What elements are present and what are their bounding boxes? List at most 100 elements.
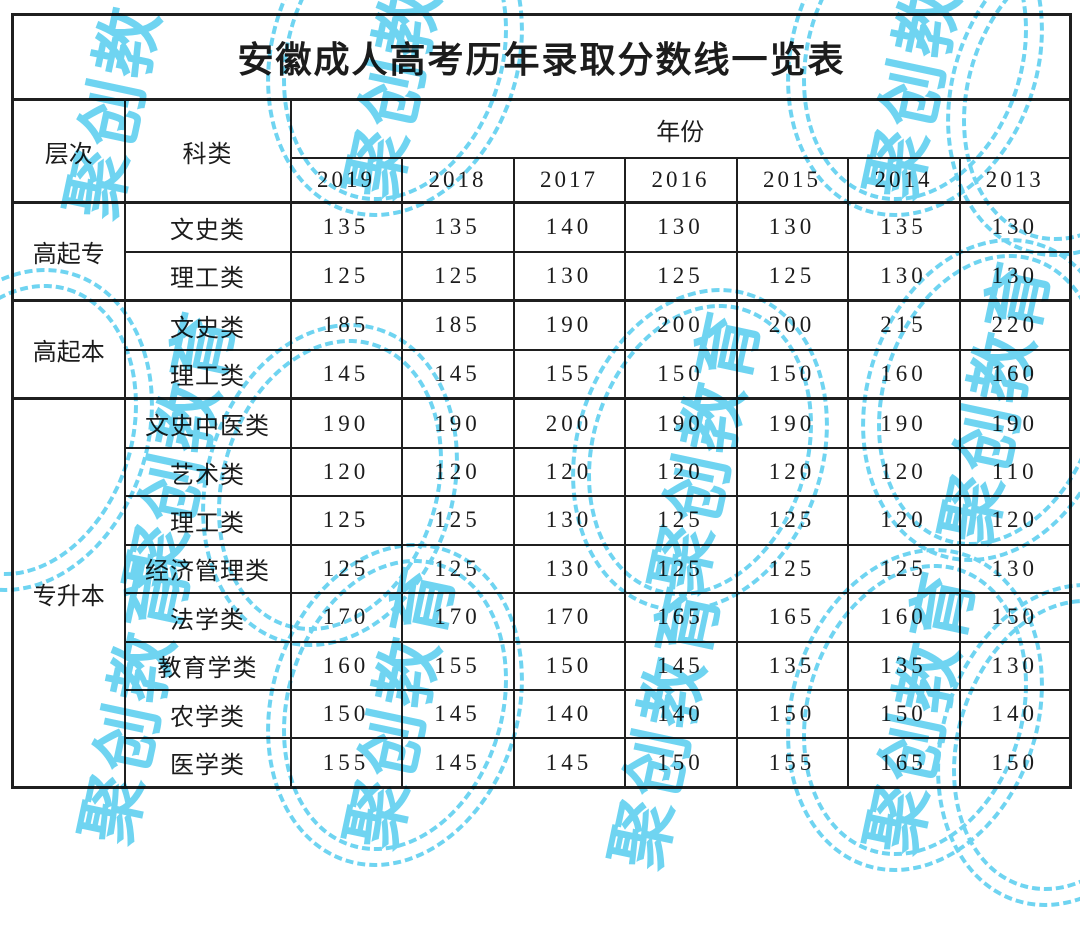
category-cell: 教育学类 <box>123 640 292 691</box>
score-cell: 190 <box>846 397 961 449</box>
score-cell: 120 <box>623 446 738 498</box>
table-row: 医学类 155 145 145 150 155 165 150 <box>13 737 1072 789</box>
score-cell: 125 <box>623 543 738 595</box>
header-level: 层次 <box>11 98 126 204</box>
score-cell: 160 <box>289 640 403 691</box>
table-row: 理工类 145 145 155 150 150 160 160 <box>13 348 1072 400</box>
table-row: 法学类 170 170 170 165 165 160 150 <box>13 592 1072 643</box>
score-cell: 125 <box>846 543 961 595</box>
score-cell: 135 <box>289 200 403 253</box>
score-cell: 155 <box>289 737 403 789</box>
score-cell: 170 <box>400 592 515 643</box>
category-cell: 艺术类 <box>123 446 292 498</box>
table-row: 高起本 文史类 185 185 190 200 200 215 220 <box>11 299 1072 400</box>
score-cell: 130 <box>512 543 626 595</box>
score-tbody: 安徽成人高考历年录取分数线一览表 层次 科类 年份 2019 2018 2017 20… <box>11 13 1072 789</box>
score-table: 安徽成人高考历年录取分数线一览表 层次 科类 年份 2019 2018 2017 20… <box>11 13 1072 789</box>
score-cell: 120 <box>958 495 1072 546</box>
score-cell: 185 <box>400 299 515 351</box>
page-title: 安徽成人高考历年录取分数线一览表 <box>11 13 1072 101</box>
category-cell: 农学类 <box>123 688 292 740</box>
year-header-row: 2019 2018 2017 2016 2015 2014 2013 <box>13 157 1072 204</box>
score-cell: 130 <box>846 250 961 302</box>
title-row: 安徽成人高考历年录取分数线一览表 <box>11 13 1072 101</box>
score-cell: 185 <box>289 299 403 351</box>
score-cell: 110 <box>958 446 1072 498</box>
score-cell: 125 <box>735 250 849 302</box>
score-cell: 160 <box>958 348 1072 400</box>
score-cell: 150 <box>958 592 1072 643</box>
score-cell: 155 <box>512 348 626 400</box>
level-cell: 高起专 <box>11 200 126 302</box>
table-row: 理工类 125 125 130 125 125 120 120 <box>13 495 1072 546</box>
level-cell: 高起本 <box>11 299 126 400</box>
score-cell: 135 <box>846 640 961 691</box>
score-cell: 200 <box>735 299 849 351</box>
score-cell: 125 <box>735 543 849 595</box>
score-cell: 120 <box>846 495 961 546</box>
score-cell: 125 <box>289 543 403 595</box>
score-cell: 160 <box>846 592 961 643</box>
category-cell: 文史中医类 <box>123 397 292 449</box>
category-cell: 文史类 <box>123 299 292 351</box>
level-cell: 专升本 <box>11 397 126 789</box>
table-row: 高起专 文史类 135 135 140 130 130 135 130 <box>11 200 1072 302</box>
table-row: 理工类 125 125 130 125 125 130 130 <box>13 250 1072 302</box>
score-cell: 145 <box>289 348 403 400</box>
score-cell: 215 <box>846 299 961 351</box>
score-cell: 140 <box>623 688 738 740</box>
score-cell: 145 <box>623 640 738 691</box>
table-row: 艺术类 120 120 120 120 120 120 110 <box>13 446 1072 498</box>
category-cell: 理工类 <box>123 495 292 546</box>
score-cell: 150 <box>735 688 849 740</box>
score-cell: 150 <box>512 640 626 691</box>
score-cell: 190 <box>289 397 403 449</box>
score-cell: 125 <box>400 543 515 595</box>
score-cell: 150 <box>846 688 961 740</box>
score-cell: 120 <box>400 446 515 498</box>
score-cell: 140 <box>512 200 626 253</box>
score-cell: 150 <box>623 348 738 400</box>
score-cell: 125 <box>400 250 515 302</box>
score-cell: 220 <box>958 299 1072 351</box>
score-cell: 125 <box>289 495 403 546</box>
category-cell: 医学类 <box>123 737 292 789</box>
score-cell: 130 <box>958 640 1072 691</box>
year-header-cell: 2014 <box>846 157 961 204</box>
score-cell: 130 <box>512 250 626 302</box>
score-cell: 130 <box>958 543 1072 595</box>
score-cell: 125 <box>735 495 849 546</box>
score-cell: 170 <box>512 592 626 643</box>
score-cell: 125 <box>289 250 403 302</box>
category-cell: 理工类 <box>123 250 292 302</box>
score-cell: 190 <box>623 397 738 449</box>
score-cell: 125 <box>400 495 515 546</box>
score-cell: 150 <box>289 688 403 740</box>
score-cell: 135 <box>846 200 961 253</box>
year-header-cell: 2017 <box>512 157 626 204</box>
score-cell: 130 <box>735 200 849 253</box>
year-header-cell: 2015 <box>735 157 849 204</box>
score-cell: 190 <box>512 299 626 351</box>
score-cell: 140 <box>958 688 1072 740</box>
score-cell: 120 <box>846 446 961 498</box>
score-cell: 160 <box>846 348 961 400</box>
category-cell: 理工类 <box>123 348 292 400</box>
year-header-cell: 2019 <box>289 157 403 204</box>
year-header-cell: 2013 <box>958 157 1072 204</box>
score-cell: 130 <box>958 200 1072 253</box>
year-header-cell: 2016 <box>623 157 738 204</box>
score-cell: 120 <box>735 446 849 498</box>
score-cell: 120 <box>289 446 403 498</box>
score-cell: 165 <box>846 737 961 789</box>
score-cell: 120 <box>512 446 626 498</box>
score-cell: 145 <box>400 348 515 400</box>
score-cell: 190 <box>400 397 515 449</box>
score-cell: 155 <box>735 737 849 789</box>
score-cell: 170 <box>289 592 403 643</box>
year-header-cell: 2018 <box>400 157 515 204</box>
table-row: 专升本 文史中医类 190 190 200 190 190 190 190 <box>11 397 1072 789</box>
score-cell: 150 <box>958 737 1072 789</box>
score-cell: 150 <box>735 348 849 400</box>
score-cell: 190 <box>958 397 1072 449</box>
